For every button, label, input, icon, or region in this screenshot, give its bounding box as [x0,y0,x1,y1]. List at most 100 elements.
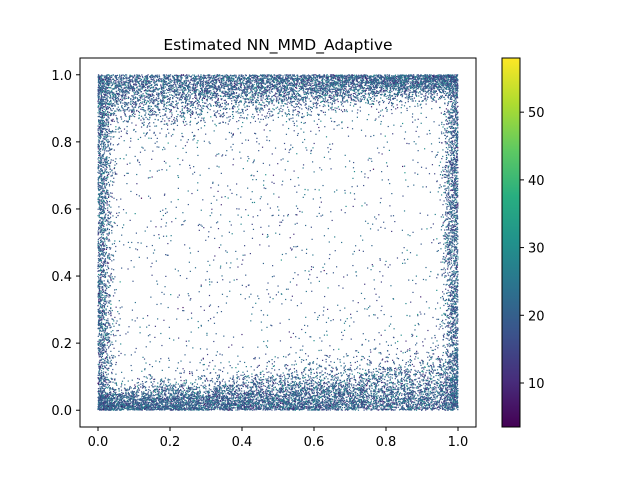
scatter-point [185,383,186,384]
scatter-point [420,374,421,375]
scatter-point [194,386,195,387]
scatter-point [104,111,105,112]
scatter-point [107,221,108,222]
scatter-point [412,381,413,382]
scatter-point [266,327,267,328]
scatter-point [431,143,432,144]
scatter-point [175,146,176,147]
scatter-point [125,82,126,83]
scatter-point [136,174,137,175]
scatter-point [188,386,189,387]
scatter-point [418,358,419,359]
scatter-point [108,182,109,183]
scatter-point [294,186,295,187]
scatter-point [111,230,112,231]
scatter-point [222,380,223,381]
scatter-point [234,279,235,280]
scatter-point [201,127,202,128]
scatter-point [349,325,350,326]
scatter-point [226,389,227,390]
scatter-point [269,361,270,362]
scatter-point [288,152,289,153]
scatter-point [105,170,106,171]
scatter-point [205,393,206,394]
scatter-point [374,314,375,315]
scatter-point [285,385,286,386]
scatter-point [401,373,402,374]
scatter-point [319,372,320,373]
scatter-point [417,80,418,81]
scatter-point [161,78,162,79]
scatter-point [103,276,104,277]
scatter-point [266,289,267,290]
scatter-point [186,89,187,90]
scatter-point [269,115,270,116]
scatter-point [202,81,203,82]
scatter-point [98,352,99,353]
scatter-point [358,302,359,303]
scatter-point [443,273,444,274]
scatter-point [266,136,267,137]
scatter-point [407,389,408,390]
scatter-point [363,333,364,334]
scatter-point [153,95,154,96]
scatter-point [457,291,458,292]
scatter-point [159,76,160,77]
scatter-point [103,226,104,227]
scatter-point [298,133,299,134]
scatter-point [457,333,458,334]
scatter-point [274,79,275,80]
scatter-point [448,275,449,276]
scatter-point [125,333,126,334]
scatter-point [389,101,390,102]
scatter-point [397,357,398,358]
scatter-point [341,365,342,366]
scatter-point [297,111,298,112]
scatter-point [304,194,305,195]
scatter-point [183,116,184,117]
scatter-point [262,91,263,92]
scatter-point [149,126,150,127]
scatter-point [174,75,175,76]
scatter-point [325,355,326,356]
scatter-point [200,113,201,114]
scatter-point [449,235,450,236]
scatter-point [263,374,264,375]
scatter-point [446,236,447,237]
scatter-point [333,97,334,98]
scatter-point [373,369,374,370]
scatter-point [454,408,455,409]
scatter-point [456,277,457,278]
scatter-point [170,388,171,389]
scatter-point [139,195,140,196]
scatter-point [222,394,223,395]
scatter-point [379,258,380,259]
scatter-point [140,90,141,91]
scatter-point [295,257,296,258]
scatter-point [263,95,264,96]
scatter-point [109,201,110,202]
scatter-point [200,224,201,225]
scatter-point [215,97,216,98]
scatter-point [378,152,379,153]
scatter-point [413,387,414,388]
scatter-point [441,321,442,322]
scatter-point [457,409,458,410]
scatter-point [211,76,212,77]
scatter-point [107,327,108,328]
scatter-point [454,288,455,289]
scatter-point [457,250,458,251]
scatter-point [444,323,445,324]
scatter-point [364,410,365,411]
scatter-point [343,402,344,403]
scatter-point [445,213,446,214]
scatter-point [126,80,127,81]
scatter-point [234,393,235,394]
scatter-point [314,312,315,313]
scatter-point [457,262,458,263]
scatter-point [434,380,435,381]
scatter-point [185,145,186,146]
scatter-point [130,140,131,141]
scatter-point [396,94,397,95]
scatter-point [102,263,103,264]
